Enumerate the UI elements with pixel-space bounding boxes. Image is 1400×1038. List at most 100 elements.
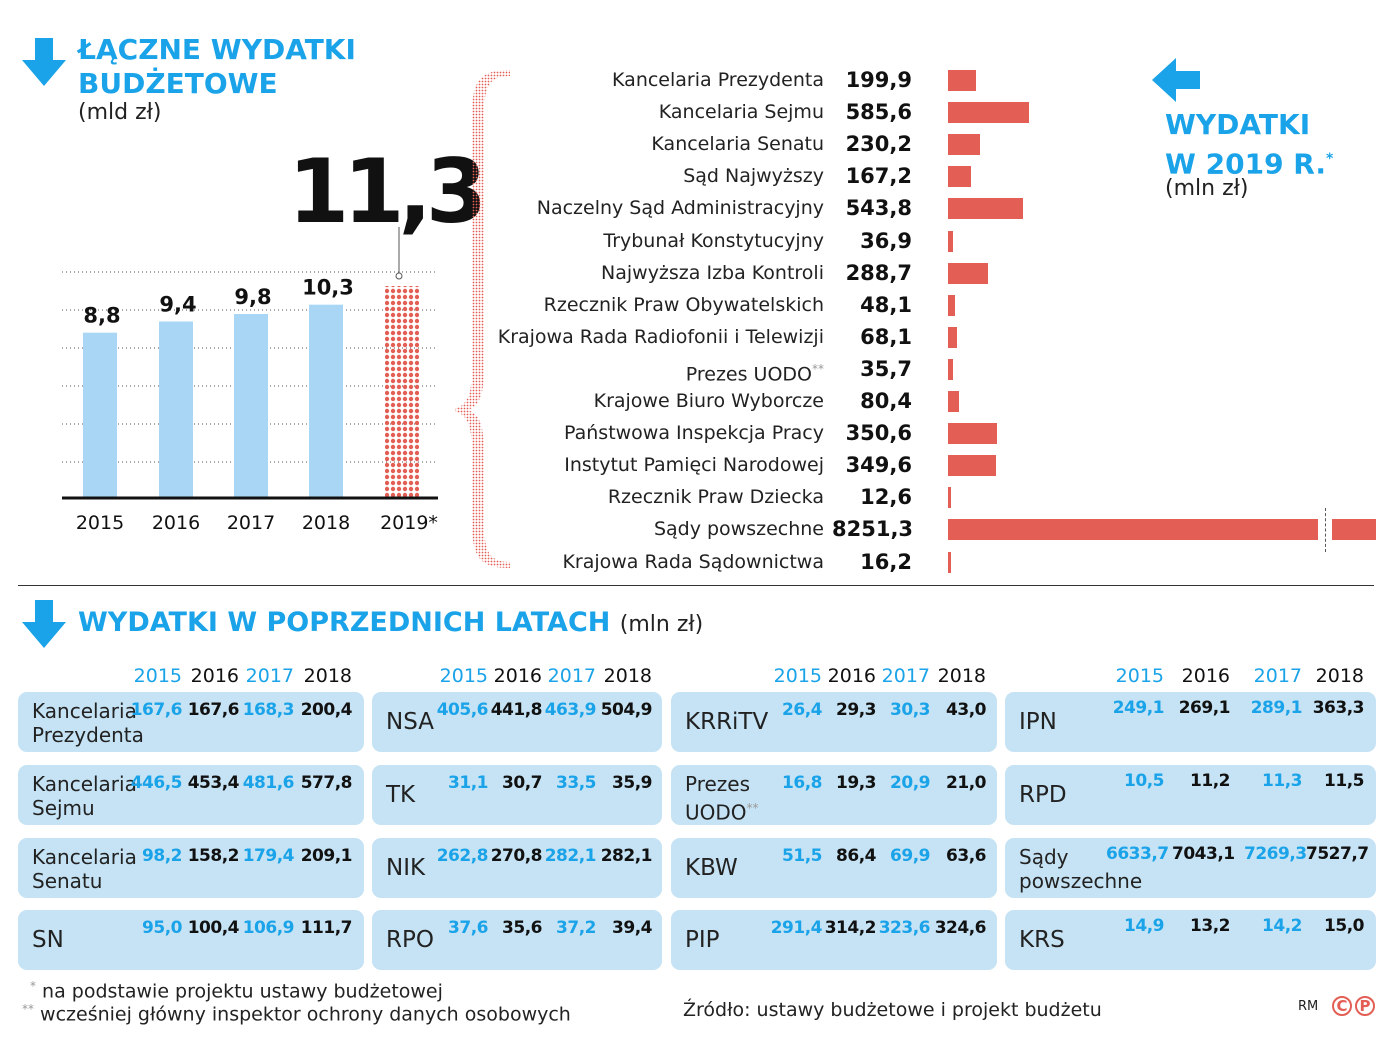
institution-title-line2-text: W 2019 R. — [1165, 147, 1327, 181]
institution-label: Sądy powszechne — [1019, 845, 1142, 893]
history-value: 14,9 — [1124, 916, 1164, 936]
history-value: 26,4 — [782, 700, 822, 720]
year-header: 2018 — [937, 665, 986, 687]
institution-label-line: Kancelaria — [32, 772, 137, 796]
history-value: 35,6 — [502, 918, 542, 938]
institution-bar — [948, 294, 955, 316]
footnote-1: * na podstawie projektu ustawy budżetowe… — [30, 979, 443, 1002]
history-row-card: IPN 249,1 269,1 289,1 363,3 — [1005, 692, 1376, 752]
history-row-card: TK 31,1 30,7 33,5 35,9 — [372, 765, 662, 825]
x-tick-label: 2019* — [380, 512, 438, 534]
history-value: 37,6 — [448, 918, 488, 938]
footnote-2-mark: ** — [22, 1002, 34, 1016]
institution-label: TK — [386, 782, 416, 808]
history-value: 29,3 — [836, 700, 876, 720]
institution-name: Instytut Pamięci Narodowej — [564, 454, 824, 477]
source-note: Źródło: ustawy budżetowe i projekt budże… — [683, 999, 1102, 1021]
history-row-card: KBW 51,5 86,4 69,9 63,6 — [671, 838, 997, 898]
history-value: 270,8 — [490, 846, 543, 866]
institution-bar — [948, 198, 1024, 220]
history-value: 95,0 — [142, 918, 182, 938]
year-header: 2017 — [1253, 665, 1302, 687]
institution-value: 8251,3 — [832, 517, 914, 542]
institution-label: KRS — [1019, 927, 1065, 953]
institution-label: NSA — [386, 709, 434, 735]
institution-label-line: Prezes — [685, 772, 751, 796]
institution-name-text: Prezes UODO — [685, 363, 812, 386]
history-value: 30,3 — [890, 700, 930, 720]
history-value: 291,4 — [770, 918, 823, 938]
total-title-line2: BUDŻETOWE — [78, 67, 278, 100]
institution-value: 80,4 — [860, 389, 912, 413]
institution-value: 12,6 — [860, 485, 912, 510]
institution-value: 350,6 — [845, 421, 912, 446]
curly-brace — [452, 70, 510, 568]
institution-value: 349,6 — [845, 453, 912, 478]
institution-label-line: Sądy — [1019, 845, 1069, 869]
history-value: 463,9 — [544, 700, 597, 720]
institution-value: 35,7 — [860, 356, 912, 381]
history-value: 111,7 — [300, 918, 353, 938]
history-value: 31,1 — [448, 773, 488, 793]
axis-break-marker — [1325, 508, 1326, 553]
institution-label-line: Senatu — [32, 869, 103, 893]
bar-2019* — [385, 286, 419, 497]
history-value: 158,2 — [187, 846, 240, 866]
year-header: 2015 — [773, 665, 822, 687]
history-value: 314,2 — [824, 918, 877, 938]
bar-2018 — [309, 304, 343, 497]
institution-label: IPN — [1019, 709, 1057, 735]
total-spending-chart: 8,8 2015 9,4 2016 9,8 2017 10,3 2018 2019* — [62, 227, 438, 534]
history-value: 481,6 — [242, 773, 295, 793]
history-value: 453,4 — [187, 773, 240, 793]
institution-unit: (mln zł) — [1165, 176, 1249, 201]
year-header: 2016 — [493, 665, 542, 687]
history-value: 69,9 — [890, 846, 930, 866]
author-credit: RM — [1298, 999, 1319, 1014]
institution-label-line: UODO** — [685, 796, 759, 825]
history-value: 35,9 — [612, 773, 652, 793]
history-value: 269,1 — [1178, 698, 1231, 718]
footnote-1-text: na podstawie projektu ustawy budżetowej — [42, 980, 443, 1003]
institution-bar — [948, 262, 989, 284]
history-value: 86,4 — [836, 846, 876, 866]
institution-label: KBW — [685, 855, 738, 881]
history-value: 363,3 — [1312, 698, 1365, 718]
history-row-card: Prezes UODO** 16,8 19,3 20,9 21,0 — [671, 765, 997, 825]
history-row-card: NIK 262,8 270,8 282,1 282,1 — [372, 838, 662, 898]
institution-label: Kancelaria Senatu — [32, 845, 137, 893]
history-value: 43,0 — [946, 700, 986, 720]
institution-name: Trybunał Konstytucyjny — [603, 229, 824, 252]
year-header: 2015 — [439, 665, 488, 687]
year-header: 2016 — [827, 665, 876, 687]
institution-label: RPO — [386, 927, 434, 953]
institution-label: SN — [32, 927, 64, 953]
history-value: 30,7 — [502, 773, 542, 793]
institution-bar — [948, 166, 972, 188]
history-value: 39,4 — [612, 918, 652, 938]
history-value: 63,6 — [946, 846, 986, 866]
history-row-card: Kancelaria Sejmu 446,5 453,4 481,6 577,8 — [18, 765, 364, 825]
institution-name: Rzecznik Praw Obywatelskich — [543, 293, 824, 316]
institution-bar — [948, 102, 1030, 124]
bar-value-label: 9,4 — [159, 292, 196, 316]
institution-name: Naczelny Sąd Administracyjny — [536, 197, 824, 220]
history-row-card: PIP 291,4 314,2 323,6 324,6 — [671, 910, 997, 970]
history-row-card: KRRiTV 26,4 29,3 30,3 43,0 — [671, 692, 997, 752]
institution-name: Kancelaria Senatu — [651, 133, 824, 156]
institution-bar — [948, 230, 954, 252]
institution-bar — [948, 487, 951, 509]
history-unit: (mln zł) — [619, 612, 704, 637]
institution-value: 199,9 — [845, 68, 912, 92]
history-row-card: Sądy powszechne 6633,7 7043,1 7269,3 7527,7 — [1005, 838, 1376, 898]
history-value: 20,9 — [890, 773, 930, 793]
history-value: 324,6 — [934, 918, 987, 938]
institution-bar — [948, 423, 997, 445]
institution-label: NIK — [386, 855, 426, 881]
institution-name: Rzecznik Praw Dziecka — [607, 486, 824, 509]
institution-bar — [948, 358, 953, 380]
institution-value: 167,2 — [845, 164, 912, 189]
bar-value-label: 10,3 — [302, 276, 354, 300]
year-header: 2016 — [190, 665, 239, 687]
history-value: 51,5 — [782, 846, 822, 866]
